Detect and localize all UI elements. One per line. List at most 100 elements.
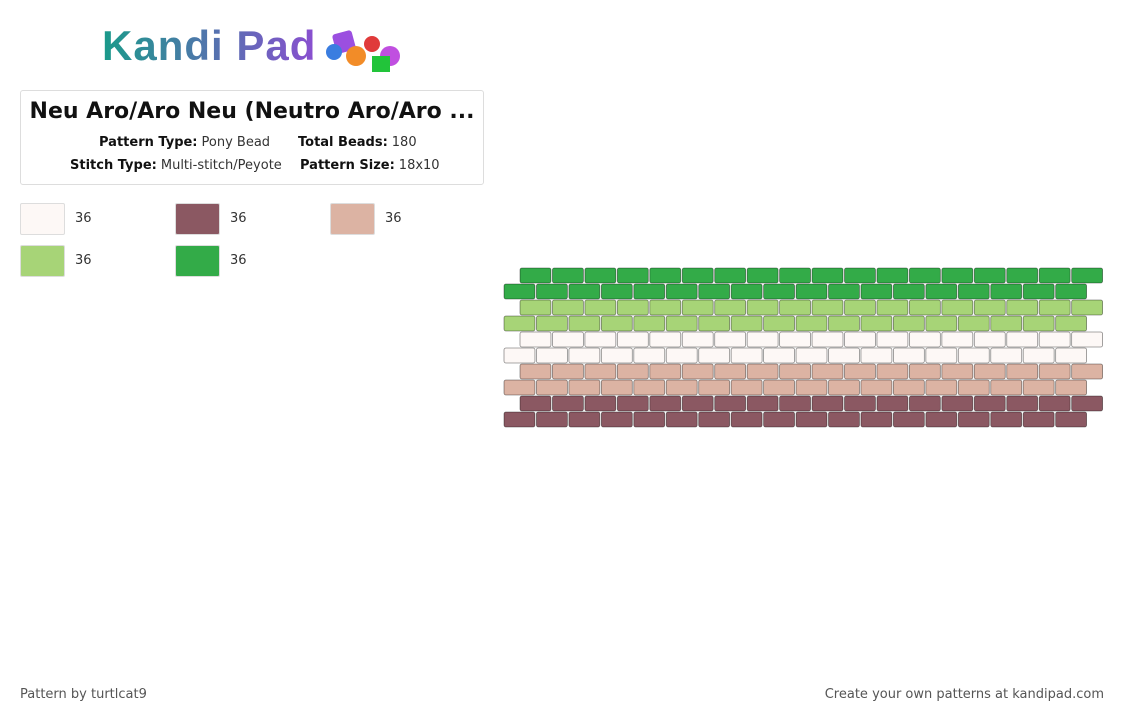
bead (536, 411, 568, 428)
bead (909, 267, 941, 284)
bead (616, 299, 649, 316)
bead (649, 363, 682, 380)
bead (600, 411, 633, 428)
bead (714, 395, 747, 412)
color-swatch (330, 203, 375, 235)
bead (763, 315, 795, 332)
detail: Pattern Size: 18x10 (300, 158, 440, 173)
bead (600, 347, 633, 364)
footer-link: Create your own patterns at kandipad.com (824, 687, 1104, 702)
bead (763, 283, 795, 300)
bead (536, 379, 568, 396)
color-swatch (20, 203, 65, 235)
bead (681, 395, 714, 412)
detail-value: 18x10 (398, 158, 440, 173)
bead (844, 267, 876, 284)
bead (763, 347, 795, 364)
bead (828, 379, 860, 396)
bead (1038, 395, 1071, 412)
color-swatch (175, 245, 220, 277)
bead (665, 379, 698, 396)
bead (811, 395, 844, 412)
bead (941, 299, 974, 316)
bead (1022, 379, 1055, 396)
bead (909, 395, 941, 412)
bead (973, 299, 1006, 316)
bead (1055, 347, 1088, 364)
bead (584, 299, 617, 316)
bead (552, 331, 584, 348)
bead (795, 411, 828, 428)
bead (828, 315, 860, 332)
bead (973, 363, 1006, 380)
bead (1006, 331, 1039, 348)
bead (665, 347, 698, 364)
bead (876, 267, 909, 284)
bead (844, 299, 876, 316)
bead (860, 283, 893, 300)
info-box: Neu Aro/Aro Neu (Neutro Aro/Aro ... Patt… (20, 90, 484, 185)
color-count: 36 (230, 253, 247, 268)
bead (1022, 411, 1055, 428)
footer-credit: Pattern by turtlcat9 (20, 687, 147, 702)
bead (811, 363, 844, 380)
bead (1055, 379, 1088, 396)
bead (746, 363, 779, 380)
bead (552, 267, 584, 284)
color-count: 36 (385, 211, 402, 226)
bead (990, 315, 1023, 332)
bead (714, 267, 747, 284)
bead (860, 315, 893, 332)
bead (519, 299, 552, 316)
bead (568, 283, 601, 300)
detail: Total Beads: 180 (298, 135, 417, 150)
bead (730, 411, 763, 428)
bead (990, 379, 1023, 396)
bead (714, 363, 747, 380)
bead (1071, 331, 1104, 348)
bead (957, 379, 990, 396)
bead (893, 283, 925, 300)
bead (1022, 283, 1055, 300)
bead (698, 379, 731, 396)
bead (1055, 411, 1088, 428)
detail-value: Pony Bead (201, 135, 271, 150)
bead (779, 331, 811, 348)
bead (1055, 315, 1088, 332)
bead (779, 395, 811, 412)
bead (763, 379, 795, 396)
detail: Stitch Type: Multi-stitch/Peyote (70, 158, 282, 173)
bead (1006, 395, 1039, 412)
bead (714, 331, 747, 348)
bead (1071, 299, 1104, 316)
bead (730, 347, 763, 364)
bead (876, 299, 909, 316)
bead (519, 395, 552, 412)
bead (860, 347, 893, 364)
bead (536, 347, 568, 364)
bead (519, 267, 552, 284)
bead (973, 267, 1006, 284)
bead (779, 267, 811, 284)
bead (552, 363, 584, 380)
bead (584, 331, 617, 348)
bead (990, 347, 1023, 364)
bead (1038, 299, 1071, 316)
bead (681, 363, 714, 380)
bead (698, 283, 731, 300)
bead (649, 267, 682, 284)
bead (503, 379, 536, 396)
bead (779, 363, 811, 380)
color-swatch (20, 245, 65, 277)
bead (503, 283, 536, 300)
bead (811, 267, 844, 284)
bead (1006, 363, 1039, 380)
pattern-title: Neu Aro/Aro Neu (Neutro Aro/Aro ... (29, 99, 475, 124)
bead (665, 315, 698, 332)
detail-value: 180 (391, 135, 417, 150)
bead (941, 363, 974, 380)
bead (633, 283, 666, 300)
color-count: 36 (230, 211, 247, 226)
bead (1022, 315, 1055, 332)
bead (860, 411, 893, 428)
